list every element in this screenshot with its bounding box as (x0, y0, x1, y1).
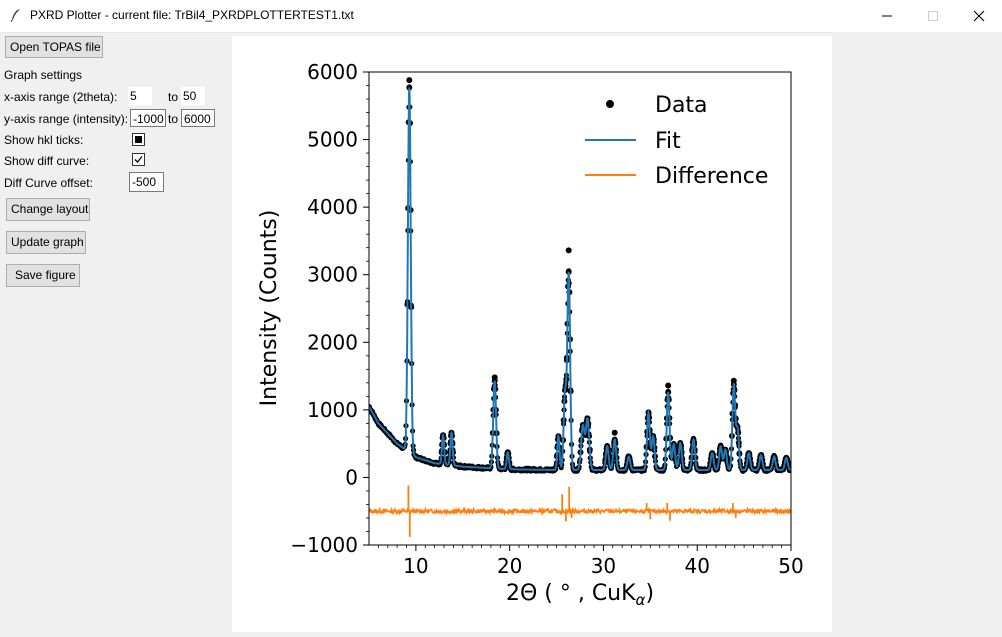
open-topas-file-button[interactable]: Open TOPAS file (5, 36, 103, 58)
data-point (565, 247, 572, 254)
change-layout-button[interactable]: Change layout (6, 198, 90, 221)
x-tick-label: 40 (684, 554, 709, 578)
y-tick-label: −1000 (290, 533, 358, 557)
data-point (406, 77, 413, 84)
legend-label: Data (655, 93, 708, 118)
x-tick-label: 20 (497, 554, 522, 578)
y-tick-label: 0 (345, 465, 358, 489)
minimize-button[interactable] (864, 0, 910, 32)
close-button[interactable] (956, 0, 1002, 32)
y-tick-label: 6000 (307, 60, 358, 84)
x-axis-label: 2Θ ( ° , CuKα) (506, 581, 654, 609)
x-max-input[interactable]: 50 (181, 87, 205, 105)
pxrd-chart: 10 20 30 40 50 −1000 0 1000 2000 3000 4000 5000 6000… (257, 60, 804, 609)
checkmark-icon (134, 156, 143, 163)
legend-label: Fit (655, 129, 681, 154)
y-range-label: y-axis range (intensity): (4, 112, 129, 126)
maximize-icon (928, 11, 938, 21)
difference-curve (369, 506, 791, 517)
title-bar: PXRD Plotter - current file: TrBil4_PXRD… (0, 0, 1002, 33)
diff-offset-input[interactable]: -500 (129, 172, 164, 192)
y-max-input[interactable]: 6000 (181, 109, 215, 127)
update-graph-button[interactable]: Update graph (6, 231, 86, 254)
data-point (611, 429, 618, 436)
right-background (832, 32, 1002, 632)
chart-legend: Data Fit Difference (585, 93, 768, 189)
data-point (665, 382, 672, 389)
x-tick-label: 30 (591, 554, 616, 578)
x-axis-label-sub: α (636, 591, 646, 609)
y-axis-label: Intensity (Counts) (257, 210, 282, 407)
y-to-label: to (168, 112, 179, 126)
data-point (491, 374, 498, 381)
graph-settings-label: Graph settings (4, 68, 83, 82)
close-icon (973, 10, 985, 22)
x-range-label: x-axis range (2theta): (4, 90, 118, 104)
fit-curve (369, 87, 791, 471)
y-tick-label: 3000 (307, 263, 358, 287)
x-to-label: to (168, 90, 179, 104)
legend-label: Difference (655, 164, 768, 189)
diff-curve-checkbox[interactable] (132, 153, 145, 166)
x-min-input[interactable]: 5 (128, 87, 152, 105)
maximize-button[interactable] (910, 0, 956, 32)
plot-canvas: 10 20 30 40 50 −1000 0 1000 2000 3000 4000 5000 6000… (232, 36, 832, 632)
diff-curve-label: Show diff curve: (4, 154, 90, 168)
y-min-input[interactable]: -1000 (130, 109, 166, 127)
x-axis-label-main: 2Θ ( ° , CuK (506, 581, 636, 606)
window-title: PXRD Plotter - current file: TrBil4_PXRD… (30, 8, 354, 22)
y-tick-label: 2000 (307, 330, 358, 354)
hkl-ticks-label: Show hkl ticks: (4, 133, 84, 147)
plot-frame (368, 71, 792, 546)
y-tick-label: 5000 (307, 128, 358, 152)
legend-marker-data (606, 100, 614, 108)
settings-panel: Open TOPAS file Graph settings x-axis ra… (0, 32, 232, 632)
hkl-ticks-checkbox[interactable] (132, 133, 145, 146)
feather-icon (10, 9, 20, 23)
diff-offset-label: Diff Curve offset: (4, 176, 93, 190)
save-figure-button[interactable]: Save figure (6, 264, 80, 287)
x-tick-label: 50 (778, 554, 803, 578)
minimize-icon (882, 15, 892, 17)
data-point (730, 377, 737, 384)
y-tick-label: 4000 (307, 195, 358, 219)
x-tick-label: 10 (403, 554, 428, 578)
x-axis-label-end: ) (645, 581, 654, 606)
y-tick-label: 1000 (307, 398, 358, 422)
